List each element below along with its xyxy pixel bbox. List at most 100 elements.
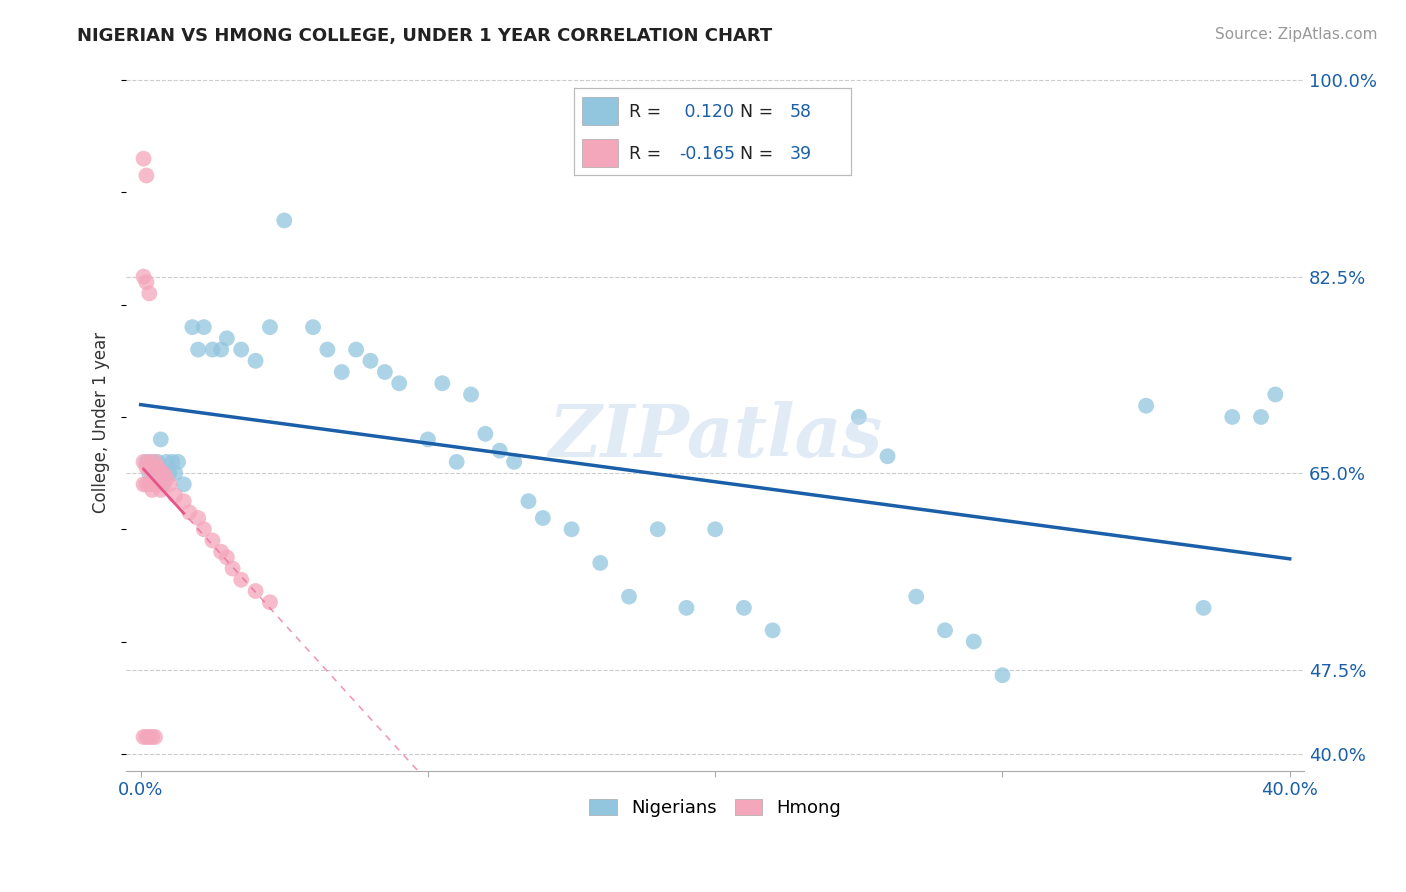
Point [344,343,367,357]
Point [517,494,540,508]
Point [259,320,281,334]
Point [561,522,583,536]
Point [138,477,160,491]
Point [138,466,160,480]
Point [173,477,195,491]
Point [135,477,157,491]
Point [152,466,174,480]
Point [167,455,190,469]
Point [179,505,201,519]
Legend: Nigerians, Hmong: Nigerians, Hmong [582,791,848,824]
Point [488,443,510,458]
Point [149,466,172,480]
Point [193,522,215,536]
Point [245,353,267,368]
Point [152,477,174,491]
Point [132,477,155,491]
Point [135,169,157,183]
Point [138,286,160,301]
Point [1192,600,1215,615]
Point [141,730,163,744]
Point [215,331,238,345]
Point [259,595,281,609]
Point [201,533,224,548]
Point [157,477,180,491]
Point [1220,409,1243,424]
Point [647,522,669,536]
Point [165,466,187,480]
Point [416,433,439,447]
Point [135,460,157,475]
Point [209,343,232,357]
Point [934,624,956,638]
Point [876,449,898,463]
Point [905,590,928,604]
Point [589,556,612,570]
Point [388,376,411,391]
Point [149,433,172,447]
Point [330,365,353,379]
Point [302,320,325,334]
Point [193,320,215,334]
Point [1135,399,1157,413]
Point [143,455,166,469]
Point [316,343,339,357]
Point [704,522,727,536]
Point [173,494,195,508]
Point [146,477,169,491]
Point [162,455,184,469]
Point [143,477,166,491]
Point [132,455,155,469]
Point [146,455,169,469]
Point [273,213,295,227]
Point [138,455,160,469]
Point [165,489,187,503]
Point [432,376,454,391]
Point [617,590,640,604]
Point [132,152,155,166]
Point [460,387,482,401]
Point [675,600,697,615]
Point [146,460,169,475]
Y-axis label: College, Under 1 year: College, Under 1 year [93,332,110,513]
Point [991,668,1014,682]
Point [221,561,243,575]
Point [848,409,870,424]
Point [201,343,224,357]
Point [762,624,785,638]
Point [187,343,209,357]
Point [215,550,238,565]
Point [474,426,496,441]
Point [374,365,396,379]
Point [963,634,986,648]
Point [149,483,172,497]
Point [231,573,253,587]
Point [245,584,267,599]
Point [733,600,755,615]
Point [155,472,177,486]
Point [359,353,381,368]
Point [231,343,253,357]
Point [132,730,155,744]
Point [135,275,157,289]
Point [503,455,526,469]
Point [187,511,209,525]
Point [135,455,157,469]
Text: NIGERIAN VS HMONG COLLEGE, UNDER 1 YEAR CORRELATION CHART: NIGERIAN VS HMONG COLLEGE, UNDER 1 YEAR … [77,27,772,45]
Point [135,730,157,744]
Text: Source: ZipAtlas.com: Source: ZipAtlas.com [1215,27,1378,42]
Point [531,511,554,525]
Point [141,455,163,469]
Point [143,466,166,480]
Point [141,466,163,480]
Point [155,455,177,469]
Point [181,320,204,334]
Point [446,455,468,469]
Point [1264,387,1286,401]
Text: ZIPatlas: ZIPatlas [548,401,882,472]
Point [138,730,160,744]
Point [141,483,163,497]
Point [143,730,166,744]
Point [132,269,155,284]
Point [1250,409,1272,424]
